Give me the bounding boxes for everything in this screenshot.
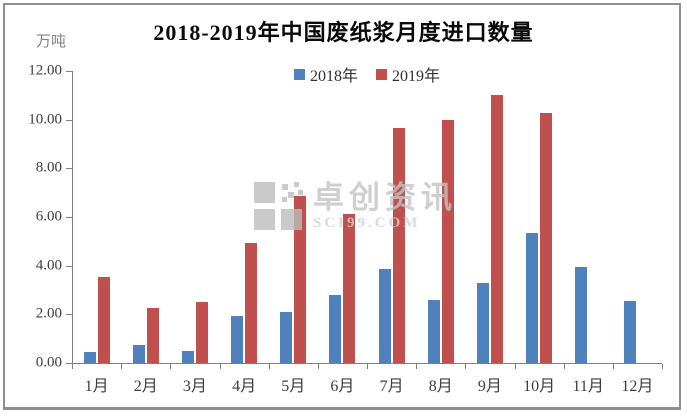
chart-frame xyxy=(3,3,681,410)
bar-2018年-2月 xyxy=(132,345,145,363)
y-tick-label: 0.00 xyxy=(35,354,62,371)
bar-2018年-9月 xyxy=(476,282,489,363)
y-tick-mark xyxy=(66,314,72,316)
legend-item-2018: 2018年 xyxy=(293,62,358,86)
x-category-label: 5月 xyxy=(281,378,306,395)
y-tick-label: 6.00 xyxy=(35,208,62,225)
x-tick-mark xyxy=(514,364,516,369)
y-tick-mark xyxy=(66,168,72,170)
x-category-label: 6月 xyxy=(330,378,355,395)
legend: 2018年 2019年 xyxy=(72,62,662,86)
bar-2019年-3月 xyxy=(195,301,208,363)
y-tick-label: 12.00 xyxy=(28,62,62,79)
y-tick-mark xyxy=(66,217,72,218)
chart-title: 2018-2019年中国废纸浆月度进口数量 xyxy=(153,20,534,45)
bar-2018年-5月 xyxy=(280,311,293,363)
y-axis-line xyxy=(72,71,73,363)
x-category-label: 2月 xyxy=(133,378,158,395)
bar-2019年-6月 xyxy=(343,214,356,363)
bar-2019年-2月 xyxy=(146,308,159,363)
x-category-label: 10月 xyxy=(523,378,556,395)
x-tick-mark xyxy=(416,364,418,369)
y-tick-mark xyxy=(66,363,72,364)
bar-2019年-9月 xyxy=(490,94,503,363)
x-tick-mark xyxy=(268,364,270,369)
bar-2018年-4月 xyxy=(231,316,244,363)
y-tick-label: 4.00 xyxy=(35,257,62,274)
legend-label-2019: 2019年 xyxy=(392,68,441,85)
x-tick-mark xyxy=(170,364,172,369)
legend-item-2019: 2019年 xyxy=(376,62,440,86)
x-category-label: 8月 xyxy=(428,378,453,395)
x-tick-mark xyxy=(121,364,123,369)
bar-2018年-10月 xyxy=(526,232,539,363)
bar-2018年-7月 xyxy=(378,269,391,363)
x-tick-mark xyxy=(612,364,614,369)
y-tick-label: 2.00 xyxy=(35,305,62,322)
y-tick-label: 8.00 xyxy=(35,159,62,176)
bar-2019年-7月 xyxy=(392,127,405,363)
bar-2018年-6月 xyxy=(329,294,342,363)
x-tick-mark xyxy=(72,364,73,369)
y-tick-label: 10.00 xyxy=(28,111,62,128)
bar-2018年-11月 xyxy=(575,266,588,363)
bar-2019年-1月 xyxy=(97,276,110,363)
x-tick-mark xyxy=(662,364,663,369)
y-axis-unit-label: 万吨 xyxy=(36,34,67,50)
bar-2019年-10月 xyxy=(540,112,553,363)
x-tick-mark xyxy=(465,364,467,369)
y-tick-mark xyxy=(66,265,72,267)
bar-2018年-1月 xyxy=(83,352,96,363)
y-tick-mark xyxy=(66,71,72,72)
legend-swatch-2019-icon xyxy=(376,68,387,80)
x-category-label: 3月 xyxy=(182,378,207,395)
x-category-label: 1月 xyxy=(84,378,109,395)
legend-swatch-2018-icon xyxy=(293,68,305,80)
x-category-label: 9月 xyxy=(477,378,502,395)
x-category-label: 4月 xyxy=(232,378,257,395)
x-tick-mark xyxy=(563,364,565,369)
x-axis-line xyxy=(72,363,662,364)
bar-2019年-4月 xyxy=(245,242,258,363)
x-tick-mark xyxy=(219,364,221,369)
legend-label-2018: 2018年 xyxy=(309,68,358,85)
bar-2019年-8月 xyxy=(441,119,454,363)
y-tick-mark xyxy=(66,119,72,121)
x-category-label: 11月 xyxy=(572,378,604,395)
x-tick-mark xyxy=(367,364,368,369)
x-category-label: 12月 xyxy=(621,378,654,395)
bar-2019年-5月 xyxy=(294,195,307,363)
bar-2018年-8月 xyxy=(427,299,440,363)
x-category-label: 7月 xyxy=(379,378,404,395)
x-tick-mark xyxy=(317,364,319,369)
bar-2018年-3月 xyxy=(181,350,194,363)
bar-2018年-12月 xyxy=(624,300,637,363)
